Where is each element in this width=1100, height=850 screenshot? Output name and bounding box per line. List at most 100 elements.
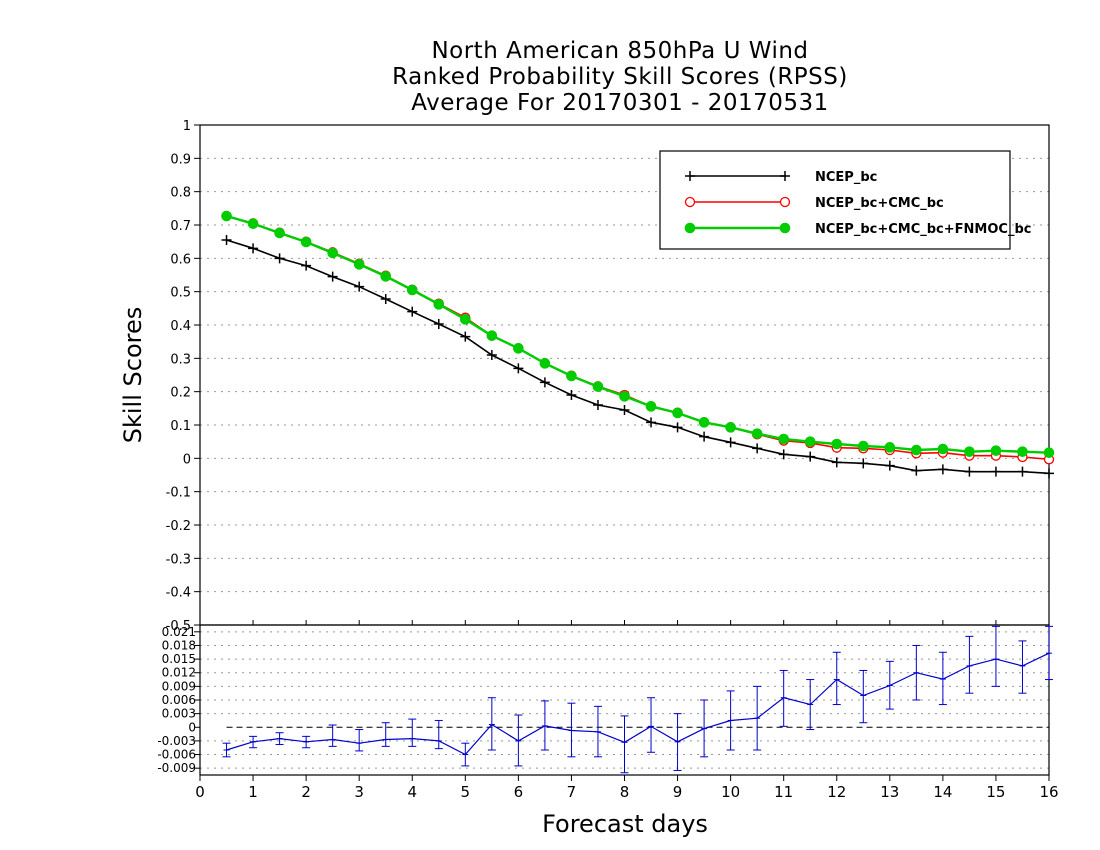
data-point [911, 444, 922, 456]
series-line-1 [226, 239, 1050, 475]
data-point [248, 243, 259, 254]
data-point [698, 417, 710, 428]
y-tick-label: -0.3 [166, 552, 191, 567]
legend-marker [685, 171, 695, 181]
data-point [646, 417, 657, 428]
data-point [990, 445, 1002, 456]
x-tick-label: 7 [567, 783, 577, 801]
data-point [1044, 468, 1054, 479]
data-point [672, 407, 683, 419]
y-tick-label: 1 [183, 119, 191, 134]
y-tick-label: 0.021 [162, 625, 196, 639]
legend-marker [780, 171, 790, 181]
data-point [884, 442, 896, 453]
data-point [406, 284, 418, 296]
data-point [725, 437, 736, 448]
legend-marker [684, 222, 696, 234]
data-point [274, 227, 285, 239]
x-tick-label: 3 [354, 783, 364, 801]
y-tick-label: 0.006 [162, 693, 196, 707]
data-point [699, 431, 710, 442]
x-tick-label: 2 [301, 783, 311, 801]
y-tick-label: 0.3 [170, 352, 191, 367]
data-point [884, 460, 895, 471]
chart-title-line-1: North American 850hPa U Wind [431, 38, 809, 64]
data-point [433, 299, 445, 310]
data-point [486, 330, 498, 341]
y-tick-label: 0.9 [170, 152, 191, 167]
x-tick-label: 14 [933, 783, 952, 801]
y-tick-label: 0.4 [170, 319, 191, 334]
data-point [990, 466, 1001, 477]
legend-marker [779, 196, 791, 208]
y-tick-label: 0 [183, 452, 191, 467]
y-tick-label: 0.5 [170, 286, 191, 301]
data-point [300, 236, 312, 248]
data-point [645, 401, 657, 412]
data-point [751, 428, 763, 439]
data-point [460, 331, 471, 342]
data-point [857, 440, 869, 452]
data-point [672, 422, 683, 433]
y-tick-label: -0.003 [157, 734, 196, 748]
series-line-3 [226, 214, 1050, 454]
data-point [353, 259, 365, 270]
data-point [619, 391, 630, 402]
data-point [513, 343, 524, 354]
data-point [858, 458, 869, 469]
data-point [1017, 466, 1028, 477]
x-tick-label: 13 [880, 783, 899, 801]
y-tick-label: 0.6 [170, 252, 191, 267]
data-point [1043, 447, 1055, 458]
data-point [513, 363, 524, 374]
y-tick-label: 0.1 [170, 419, 191, 434]
data-point [778, 433, 789, 445]
y-axis-label: Skill Scores [119, 306, 147, 444]
y-tick-label: 0.015 [162, 652, 196, 666]
data-point [566, 370, 577, 382]
x-tick-label: 1 [248, 783, 258, 801]
data-point [592, 381, 604, 392]
data-point [911, 465, 922, 476]
data-point [221, 235, 232, 245]
x-tick-label: 15 [986, 783, 1005, 801]
data-point [247, 218, 259, 229]
data-point [804, 436, 816, 447]
data-point [274, 253, 285, 264]
y-tick-label: 0.018 [162, 638, 196, 652]
y-tick-label: -0.009 [157, 761, 196, 775]
data-point [407, 306, 418, 317]
data-point [460, 314, 471, 325]
data-point [327, 247, 338, 259]
y-tick-label: 0.003 [162, 707, 196, 721]
data-point [380, 271, 392, 282]
x-tick-label: 11 [774, 783, 793, 801]
data-point [831, 457, 842, 468]
data-point [539, 377, 550, 388]
data-point [725, 422, 736, 433]
legend-entry-label: NCEP_bc [815, 170, 877, 185]
y-tick-label: -0.4 [166, 586, 191, 601]
x-tick-label: 10 [721, 783, 740, 801]
x-axis-label: Forecast days [542, 810, 708, 838]
difference-line [226, 652, 1050, 756]
x-tick-label: 5 [461, 783, 471, 801]
data-point [619, 405, 630, 415]
data-point [752, 443, 763, 454]
chart-title-line-3: Average For 20170301 - 20170531 [411, 90, 829, 116]
data-point [221, 210, 232, 222]
legend-marker [779, 222, 791, 234]
data-point [301, 260, 312, 271]
data-point [964, 466, 975, 477]
difference-panel-frame [199, 624, 1050, 776]
y-tick-label: -0.006 [157, 748, 196, 762]
data-point [805, 451, 816, 462]
data-point [354, 281, 365, 292]
data-point [539, 358, 551, 369]
y-tick-label: 0.8 [170, 186, 191, 201]
data-point [964, 446, 975, 457]
legend-box [659, 150, 1011, 250]
data-point [380, 294, 391, 304]
x-tick-label: 0 [195, 783, 205, 801]
